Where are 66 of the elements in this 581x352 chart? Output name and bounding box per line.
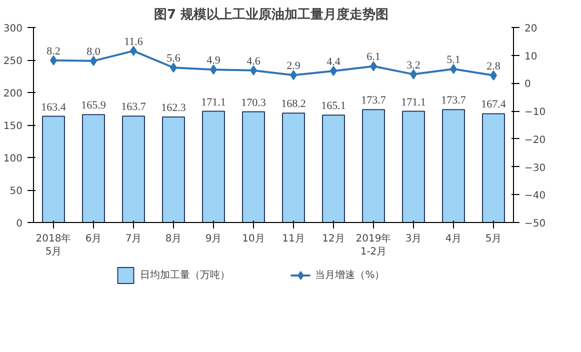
x-tick-label: 2019年 1-2月 xyxy=(356,232,392,258)
data-label: 2.9 xyxy=(286,60,301,72)
bar xyxy=(242,111,265,222)
y2-tick-label: −30 xyxy=(524,162,546,174)
y2-tick-label: −40 xyxy=(524,190,546,202)
y2-tick-label: 20 xyxy=(524,24,538,34)
x-tick-label: 5月 xyxy=(485,234,502,244)
data-label: 3.2 xyxy=(406,59,420,72)
data-label: 6.1 xyxy=(366,51,380,64)
legend-label: 当月增速（%） xyxy=(315,268,385,282)
bar xyxy=(482,113,505,222)
bar xyxy=(82,114,105,222)
x-tick-label: 4月 xyxy=(445,234,462,244)
data-label: 4.4 xyxy=(326,56,341,68)
data-label: 11.6 xyxy=(124,36,144,48)
bar xyxy=(322,114,345,222)
data-label: 165.1 xyxy=(321,100,346,112)
x-tick-label: 7月 xyxy=(125,234,142,244)
y2-tick-label: −50 xyxy=(524,218,546,230)
data-label: 5.6 xyxy=(166,52,181,65)
y-tick-label: 150 xyxy=(3,121,23,132)
x-tick-label: 10月 xyxy=(242,234,265,244)
x-tick-label: 9月 xyxy=(205,234,222,244)
bar xyxy=(282,112,305,222)
y2-tick-label: −20 xyxy=(524,134,546,146)
y-tick-label: 100 xyxy=(3,154,23,164)
x-tick-label: 11月 xyxy=(282,234,305,244)
data-label: 4.6 xyxy=(246,55,261,68)
y-tick-label: 0 xyxy=(16,218,23,230)
x-tick-label: 3月 xyxy=(405,234,422,244)
x-tick-label: 2018年 5月 xyxy=(36,232,72,258)
data-label: 167.4 xyxy=(481,98,506,111)
x-tick-label: 6月 xyxy=(85,234,102,244)
data-label: 8.0 xyxy=(86,46,101,58)
y-tick-label: 50 xyxy=(10,186,23,197)
data-label: 173.7 xyxy=(441,94,466,107)
data-label: 163.7 xyxy=(121,101,146,114)
data-label: 173.7 xyxy=(361,94,386,107)
bar xyxy=(402,110,425,222)
bar xyxy=(42,116,65,222)
data-label: 171.1 xyxy=(401,96,426,108)
y2-tick-label: 10 xyxy=(524,51,538,62)
bar xyxy=(122,116,145,222)
bar xyxy=(202,110,225,222)
data-label: 4.9 xyxy=(206,54,221,67)
data-label: 2.8 xyxy=(486,60,501,72)
bar xyxy=(362,109,385,222)
y-tick-label: 200 xyxy=(3,88,23,100)
y-tick-label: 300 xyxy=(3,24,23,34)
x-tick-label: 12月 xyxy=(322,234,345,244)
data-label: 171.1 xyxy=(201,96,226,108)
data-label: 170.3 xyxy=(241,96,266,109)
x-tick-label: 8月 xyxy=(165,234,182,244)
y2-tick-label: 0 xyxy=(524,79,531,90)
bar xyxy=(442,109,465,222)
data-label: 8.2 xyxy=(46,45,60,58)
y2-tick-label: −10 xyxy=(524,107,546,118)
data-label: 162.3 xyxy=(161,102,186,114)
data-label: 165.9 xyxy=(81,100,106,112)
legend-label: 日均加工量（万吨） xyxy=(140,268,230,282)
y-tick-label: 250 xyxy=(3,56,23,67)
bar xyxy=(162,116,185,222)
data-label: 5.1 xyxy=(446,54,460,66)
chart-title: 图7 规模以上工业原油加工量月度走势图 xyxy=(154,6,389,22)
data-label: 163.4 xyxy=(41,101,66,114)
data-label: 168.2 xyxy=(281,98,306,110)
